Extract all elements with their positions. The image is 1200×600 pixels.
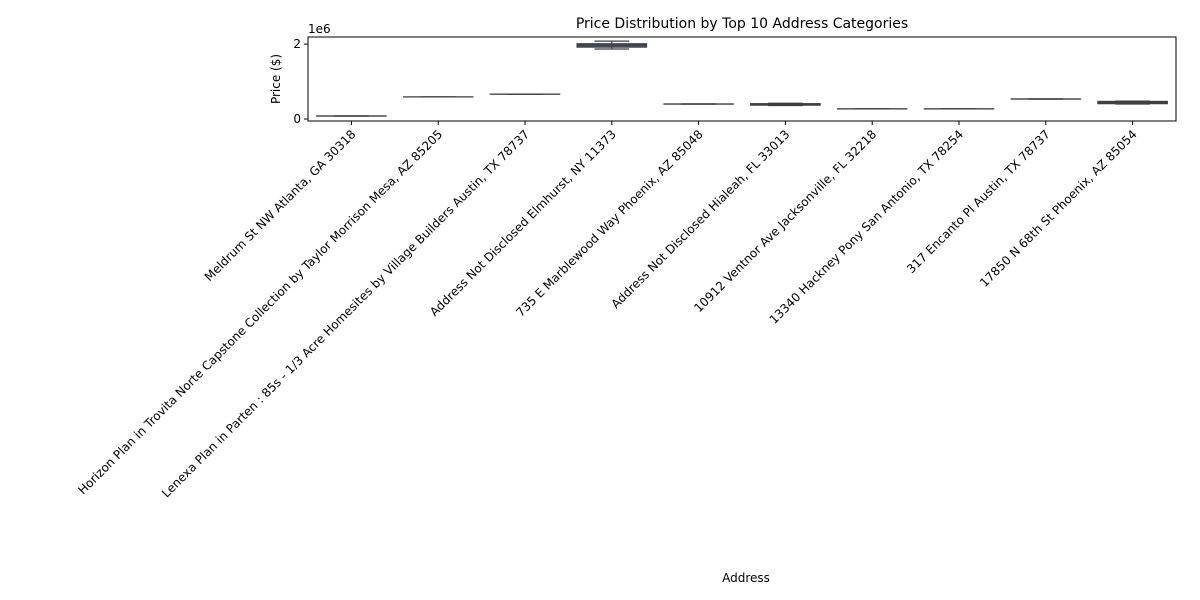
x-tick-label: 317 Encanto Pl Austin, TX 78737 [904, 127, 1053, 276]
x-tick-label: 10912 Ventnor Ave Jacksonville, FL 32218 [691, 127, 879, 315]
y-axis-title: Price ($) [269, 54, 283, 104]
chart-title: Price Distribution by Top 10 Address Cat… [576, 16, 908, 32]
x-tick-label: Meldrum St NW Atlanta, GA 30318 [202, 127, 359, 284]
y-tick-label: 0 [293, 112, 301, 126]
x-tick-label: Lenexa Plan in Parten : 85s - 1/3 Acre H… [159, 127, 532, 500]
x-tick-label: Address Not Disclosed Hialeah, FL 33013 [609, 127, 793, 311]
x-tick-label: 735 E Marblewood Way Phoenix, AZ 85048 [513, 127, 705, 319]
plot-frame [307, 36, 1177, 122]
y-offset-label: 1e6 [308, 22, 331, 36]
x-tick-label: Horizon Plan in Trovita Norte Capstone C… [75, 127, 445, 497]
x-tick-label: Address Not Disclosed Elmhurst, NY 11373 [427, 127, 619, 319]
x-axis-title: Address [722, 571, 770, 585]
x-tick-label: 13340 Hackney Pony San Antonio, TX 78254 [767, 127, 967, 327]
x-tick-label: 17850 N 68th St Phoenix, AZ 85054 [977, 127, 1140, 290]
y-tick-label: 2 [293, 37, 301, 51]
